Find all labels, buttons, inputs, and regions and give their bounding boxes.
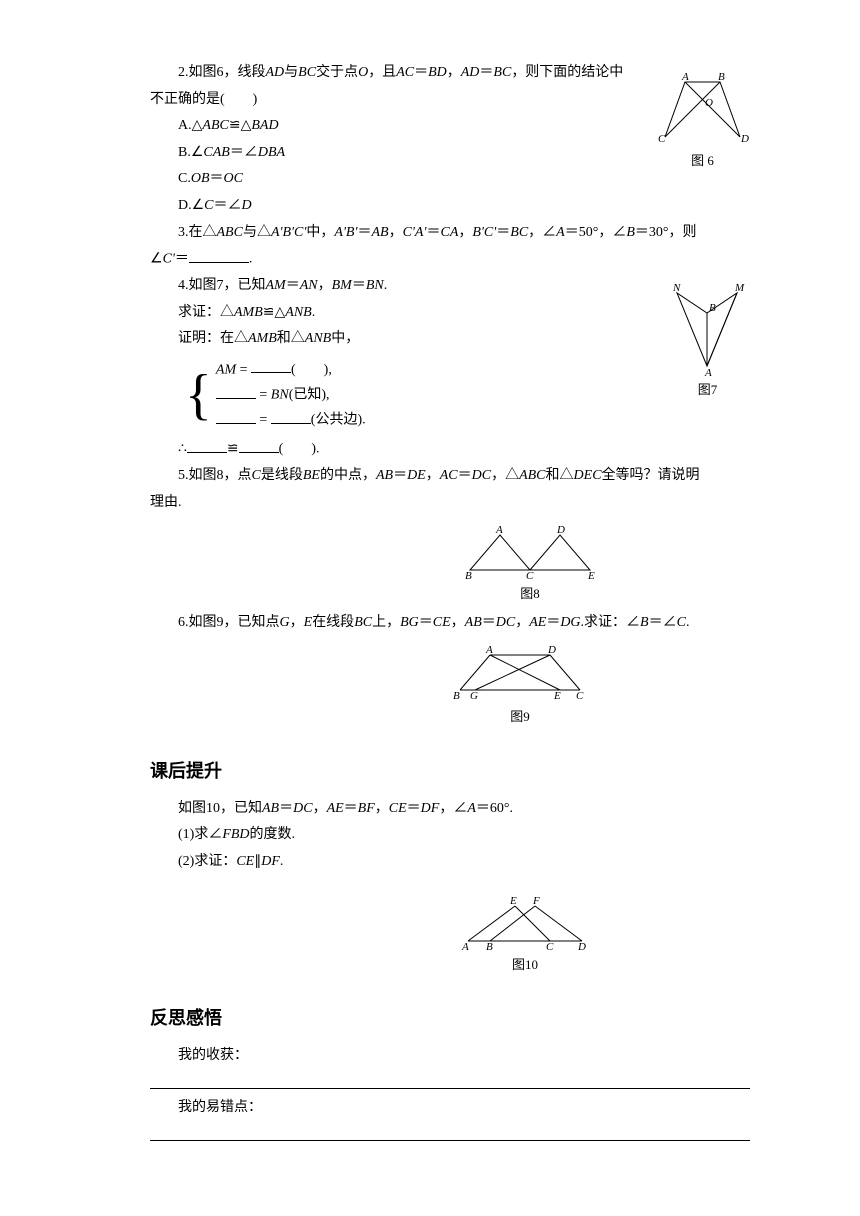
q4-conclusion: ∴≌( ).: [150, 436, 750, 463]
fig7-caption: 图7: [665, 378, 750, 403]
svg-text:A: A: [704, 367, 712, 376]
fig6-svg: A B C D O: [655, 72, 750, 147]
blank[interactable]: [271, 407, 311, 423]
svg-text:C: C: [526, 570, 534, 580]
svg-text:C: C: [576, 690, 584, 702]
q2: A B C D O 图 6 2.如图6，线段AD与BC交于点O，且AC＝BD，A…: [150, 60, 750, 220]
reflect-gain: 我的收获：: [150, 1043, 750, 1070]
svg-text:A: A: [485, 645, 493, 656]
svg-text:F: F: [532, 896, 540, 907]
sys-line3: = (公共边).: [216, 407, 366, 432]
qa-p2: (2)求证：CE∥DF.: [150, 849, 750, 876]
q5-line2: 理由.: [150, 490, 750, 517]
fig7: N M B A 图7: [665, 281, 750, 403]
fig7-svg: N M B A: [665, 281, 750, 376]
section-afterclass: 课后提升: [150, 754, 750, 788]
svg-text:G: G: [470, 690, 478, 702]
fig8-caption: 图8: [460, 582, 600, 607]
fig10: E F A B C D 图10: [460, 896, 590, 978]
fig8-svg: A D B C E: [460, 525, 600, 580]
svg-text:E: E: [509, 896, 517, 907]
section-reflect: 反思感悟: [150, 1001, 750, 1035]
svg-text:B: B: [465, 570, 472, 580]
q5-stem: 5.如图8，点C是线段BE的中点，AB＝DE，AC＝DC，△ABC和△DEC全等…: [150, 463, 750, 490]
q6: 6.如图9，已知点G，E在线段BC上，BG＝CE，AB＝DC，AE＝DG.求证：…: [150, 610, 750, 729]
blank[interactable]: [216, 407, 256, 423]
fig10-svg: E F A B C D: [460, 896, 590, 951]
svg-text:A: A: [461, 941, 469, 951]
svg-text:E: E: [553, 690, 561, 702]
q4-pf: 证明：在△AMB和△ANB中，: [150, 326, 750, 353]
q3-stem: 3.在△ABC与△A'B'C'中，A'B'＝AB，C'A'＝CA，B'C'＝BC…: [150, 220, 750, 247]
svg-text:B: B: [709, 302, 716, 314]
blank[interactable]: [216, 382, 256, 398]
q5: 5.如图8，点C是线段BE的中点，AB＝DE，AC＝DC，△ABC和△DEC全等…: [150, 463, 750, 606]
svg-text:D: D: [577, 941, 586, 951]
svg-text:C: C: [658, 133, 666, 145]
reflect-err: 我的易错点：: [150, 1095, 750, 1122]
fig6: A B C D O 图 6: [655, 72, 750, 174]
fig10-caption: 图10: [460, 953, 590, 978]
svg-text:D: D: [740, 133, 749, 145]
writing-line[interactable]: [150, 1088, 750, 1089]
q4-prove: 求证：△AMB≌△ANB.: [150, 300, 750, 327]
svg-text:D: D: [556, 525, 565, 536]
q4-stem: 4.如图7，已知AM＝AN，BM＝BN.: [150, 273, 750, 300]
blank[interactable]: [251, 357, 291, 373]
blank[interactable]: [187, 436, 227, 452]
blank[interactable]: [239, 436, 279, 452]
svg-text:A: A: [681, 72, 689, 83]
fig9-caption: 图9: [450, 705, 590, 730]
svg-text:A: A: [495, 525, 503, 536]
fig8: A D B C E 图8: [460, 525, 600, 607]
svg-text:O: O: [705, 97, 713, 109]
fig9-svg: A D B G E C: [450, 645, 590, 703]
svg-text:M: M: [734, 282, 745, 294]
svg-text:D: D: [547, 645, 556, 656]
fig6-caption: 图 6: [655, 149, 750, 174]
svg-text:B: B: [453, 690, 460, 702]
q6-stem: 6.如图9，已知点G，E在线段BC上，BG＝CE，AB＝DC，AE＝DG.求证：…: [150, 610, 750, 637]
svg-text:C: C: [546, 941, 554, 951]
sys-line1: AM = ( ),: [216, 357, 366, 382]
qa-stem: 如图10，已知AB＝DC，AE＝BF，CE＝DF，∠A＝60°.: [150, 796, 750, 823]
brace-icon: {: [185, 367, 212, 423]
fig9: A D B G E C 图9: [450, 645, 590, 730]
svg-text:B: B: [718, 72, 725, 83]
svg-text:N: N: [672, 282, 681, 294]
svg-text:E: E: [587, 570, 595, 580]
q-after: 如图10，已知AB＝DC，AE＝BF，CE＝DF，∠A＝60°. (1)求∠FB…: [150, 796, 750, 977]
sys-line2: = BN(已知),: [216, 382, 366, 407]
writing-line[interactable]: [150, 1140, 750, 1141]
q3-line2: ∠C'＝.: [150, 246, 750, 273]
q4: N M B A 图7 4.如图7，已知AM＝AN，BM＝BN. 求证：△AMB≌…: [150, 273, 750, 463]
qa-p1: (1)求∠FBD的度数.: [150, 822, 750, 849]
svg-text:B: B: [486, 941, 493, 951]
blank[interactable]: [189, 246, 249, 262]
q2-optD: D.∠C＝∠D: [150, 193, 750, 220]
q3: 3.在△ABC与△A'B'C'中，A'B'＝AB，C'A'＝CA，B'C'＝BC…: [150, 220, 750, 274]
